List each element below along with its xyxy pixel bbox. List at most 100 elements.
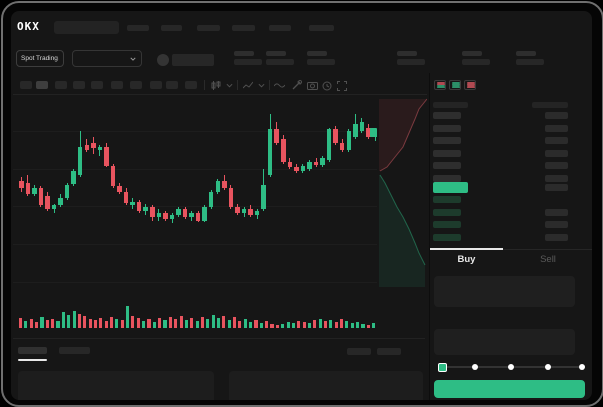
amount-slider[interactable] — [438, 363, 585, 372]
candle-body — [189, 213, 194, 217]
timeframe-button[interactable] — [150, 81, 162, 89]
volume-bar — [206, 319, 210, 328]
timeframe-button[interactable] — [111, 81, 123, 89]
volume-bar — [83, 316, 87, 328]
ask-amount-bar — [545, 137, 568, 144]
slider-stop[interactable] — [545, 364, 551, 370]
volume-bar — [211, 315, 215, 328]
candle-body — [320, 157, 325, 166]
timeframe-button[interactable] — [20, 81, 32, 89]
chart-type-icon[interactable] — [211, 81, 221, 90]
volume-bar — [72, 311, 76, 328]
order-book-bids-icon[interactable] — [449, 80, 461, 90]
toolbar-divider — [204, 80, 205, 90]
candle-body — [84, 144, 89, 151]
volume-bar — [40, 317, 44, 328]
candle-body — [228, 188, 234, 208]
volume-bar — [51, 319, 55, 328]
clock-icon[interactable] — [322, 81, 332, 91]
volume-bar — [270, 324, 274, 328]
volume-bar — [67, 315, 71, 328]
bid-amount-bar — [545, 221, 568, 229]
nav-item-placeholder[interactable] — [127, 25, 149, 31]
tab-buy[interactable]: Buy — [457, 254, 476, 265]
bottom-action-placeholder[interactable] — [377, 348, 401, 355]
timeframe-button[interactable] — [55, 81, 67, 89]
nav-item-placeholder[interactable] — [197, 25, 220, 31]
timeframe-button[interactable] — [185, 81, 197, 89]
candle-body — [143, 207, 148, 212]
ticker-stat-label — [307, 51, 327, 56]
candle-body — [254, 211, 260, 215]
bottom-tab[interactable] — [59, 347, 90, 354]
nav-item-placeholder[interactable] — [309, 25, 334, 31]
volume-bar — [200, 317, 205, 328]
ticker-stat-label — [234, 51, 254, 56]
volume-bar — [329, 320, 333, 328]
slider-stop[interactable] — [508, 364, 514, 370]
gridline — [13, 206, 377, 207]
timeframe-button-active[interactable] — [36, 81, 48, 89]
slider-stop[interactable] — [579, 364, 585, 370]
nav-item-placeholder[interactable] — [269, 25, 291, 31]
last-price-bar[interactable] — [433, 182, 468, 193]
volume-bar — [243, 319, 247, 328]
volume-bar — [233, 317, 237, 328]
fullscreen-icon[interactable] — [337, 80, 347, 91]
last-price-tag — [370, 128, 377, 137]
volume-bar — [356, 322, 360, 328]
pair-selector[interactable] — [72, 50, 142, 67]
candle-body — [359, 121, 365, 132]
bottom-tab-active[interactable] — [18, 347, 47, 354]
volume-bar — [147, 319, 151, 328]
tab-sell[interactable]: Sell — [540, 254, 556, 265]
candle-body — [117, 186, 122, 193]
timeframe-button[interactable] — [130, 81, 142, 89]
volume-bar — [222, 316, 226, 328]
timeframe-button[interactable] — [73, 81, 85, 89]
candle-body — [64, 184, 70, 198]
order-book-combined-icon[interactable] — [434, 80, 446, 90]
candle-body — [97, 146, 103, 151]
chevron-down-icon[interactable] — [226, 83, 233, 88]
bottom-action-placeholder[interactable] — [347, 348, 371, 355]
indicator-icon[interactable] — [243, 81, 253, 90]
ask-price-bar — [433, 137, 461, 144]
chevron-down-icon — [57, 58, 59, 59]
nav-item-placeholder[interactable] — [232, 25, 255, 31]
gridline — [13, 131, 377, 132]
candle-body — [32, 188, 37, 194]
slider-handle[interactable] — [438, 363, 447, 372]
candle-body — [208, 192, 214, 208]
volume-bar — [19, 318, 23, 328]
ticker-stat-value — [462, 59, 490, 65]
buy-submit-button[interactable] — [434, 380, 585, 398]
volume-bar — [350, 323, 354, 328]
gridline — [13, 282, 377, 283]
chevron-down-icon[interactable] — [258, 83, 265, 88]
volume-bar — [190, 318, 194, 328]
amount-input[interactable] — [434, 329, 575, 355]
trading-mode-selector[interactable]: Spot Trading — [16, 50, 64, 67]
camera-icon[interactable] — [307, 81, 318, 90]
line-style-icon[interactable] — [274, 82, 285, 89]
volume-bar — [195, 321, 199, 328]
slider-stop[interactable] — [472, 364, 478, 370]
okx-logo[interactable]: OKX — [17, 20, 40, 33]
draw-tool-icon[interactable] — [292, 80, 302, 90]
toolbar-divider — [269, 80, 270, 90]
volume-bar — [99, 318, 103, 328]
search-input[interactable] — [54, 21, 119, 34]
nav-item-placeholder[interactable] — [161, 25, 182, 31]
volume-bar — [115, 319, 119, 328]
bid-amount-bar — [545, 234, 568, 242]
volume-bar — [334, 322, 338, 328]
timeframe-button[interactable] — [91, 81, 103, 89]
timeframe-button[interactable] — [166, 81, 178, 89]
coin-icon — [157, 54, 169, 66]
candle-body — [287, 161, 293, 168]
history-panel-placeholder — [229, 371, 423, 400]
price-input[interactable] — [434, 276, 575, 307]
order-book-asks-icon[interactable] — [464, 80, 476, 90]
candle-body — [123, 192, 129, 204]
